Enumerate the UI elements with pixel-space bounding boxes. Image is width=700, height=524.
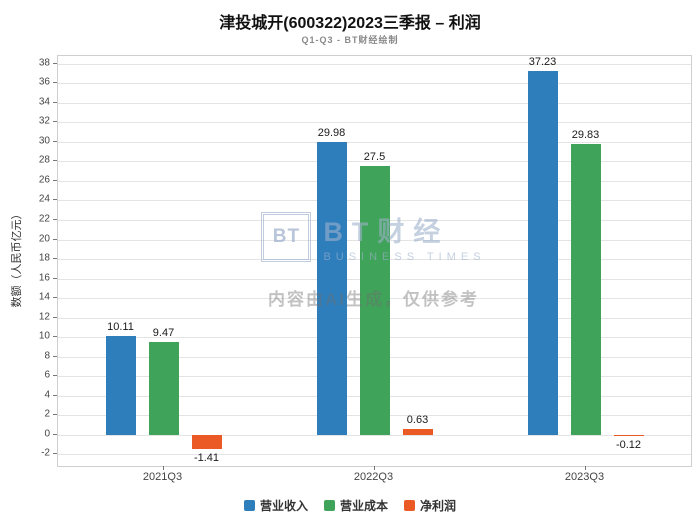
- legend-item-1: 营业成本: [323, 497, 388, 514]
- x-tick-label: 2023Q3: [564, 471, 605, 483]
- bar: [316, 142, 347, 435]
- y-tick-mark: [53, 433, 57, 435]
- y-tick-mark: [53, 199, 57, 201]
- y-tick-mark: [53, 277, 57, 279]
- y-tick-label: 28: [38, 154, 50, 166]
- y-tick-mark: [53, 62, 57, 64]
- y-tick-mark: [53, 238, 57, 240]
- y-tick-mark: [53, 258, 57, 260]
- gridline: [58, 83, 691, 85]
- y-tick-mark: [53, 219, 57, 220]
- legend-swatch: [404, 500, 415, 511]
- gridline: [58, 63, 691, 65]
- y-tick-label: 4: [44, 389, 50, 401]
- y-tick-label: 16: [38, 272, 50, 284]
- x-tick-label: 2021Q3: [142, 471, 183, 483]
- y-tick-mark: [53, 179, 57, 181]
- y-tick-label: 26: [38, 174, 50, 186]
- y-tick-mark: [53, 101, 57, 103]
- legend-label: 营业收入: [259, 499, 308, 513]
- y-tick-mark: [53, 453, 57, 455]
- value-label: 27.5: [363, 151, 386, 164]
- bar: [191, 434, 222, 449]
- y-tick-label: 30: [38, 135, 50, 147]
- y-tick-mark: [53, 414, 57, 416]
- value-label: 29.83: [571, 128, 600, 141]
- y-tick-mark: [53, 82, 57, 84]
- y-tick-label: 34: [38, 96, 50, 108]
- legend-swatch: [243, 500, 255, 511]
- bar: [570, 143, 601, 435]
- y-tick-mark: [53, 355, 57, 357]
- gridline: [58, 102, 691, 104]
- legend-label: 营业成本: [339, 499, 388, 513]
- bar: [613, 434, 644, 436]
- bar: [359, 166, 390, 435]
- y-tick-label: 22: [38, 213, 50, 225]
- value-label: 29.98: [317, 127, 346, 140]
- value-label: -1.41: [193, 451, 220, 464]
- legend-swatch: [323, 500, 335, 511]
- x-tick-mark: [162, 466, 164, 470]
- gridline: [58, 122, 691, 124]
- y-tick-label: 8: [44, 350, 50, 362]
- x-tick-mark: [584, 466, 586, 470]
- y-tick-label: 18: [38, 252, 50, 264]
- y-tick-mark: [53, 160, 57, 162]
- y-tick-mark: [53, 297, 57, 299]
- value-label: -0.12: [615, 438, 642, 451]
- legend: 营业收入 营业成本 净利润: [0, 497, 700, 514]
- gridline: [58, 434, 691, 436]
- y-tick-label: 12: [38, 311, 50, 323]
- value-label: 0.63: [406, 413, 429, 426]
- x-tick-mark: [373, 466, 375, 470]
- legend-item-0: 营业收入: [243, 497, 308, 514]
- legend-item-2: 净利润: [404, 497, 456, 514]
- y-tick-label: 38: [38, 57, 50, 69]
- y-tick-mark: [53, 140, 57, 142]
- y-tick-label: 0: [44, 428, 50, 440]
- bar: [148, 342, 179, 435]
- y-tick-mark: [53, 375, 57, 377]
- value-label: 9.47: [152, 327, 175, 340]
- plot-area: 10.11 9.47 -1.41 29.98 27.5 0.63 37.23 29.83 -0.…: [57, 55, 692, 467]
- y-tick-label: 14: [38, 291, 50, 303]
- gridline: [58, 141, 691, 143]
- bar: [105, 336, 136, 435]
- value-label: 37.23: [528, 56, 557, 69]
- x-tick-label: 2022Q3: [353, 471, 394, 483]
- bar: [527, 71, 558, 435]
- bar: [402, 428, 433, 435]
- y-tick-mark: [53, 316, 57, 318]
- chart-title: 津投城开(600322)2023三季报 – 利润: [219, 15, 481, 32]
- y-tick-mark: [53, 394, 57, 396]
- value-label: 10.11: [107, 321, 134, 334]
- y-tick-label: 6: [44, 369, 50, 381]
- legend-label: 净利润: [420, 499, 457, 513]
- y-tick-label: 36: [38, 76, 50, 88]
- y-tick-label: 32: [38, 115, 50, 127]
- y-tick-label: 20: [38, 233, 50, 245]
- y-tick-mark: [53, 336, 57, 338]
- y-tick-mark: [53, 121, 57, 123]
- gridline: [58, 161, 691, 163]
- chart-subtitle: Q1-Q3 - BT财经绘制: [301, 35, 399, 45]
- y-tick-label: 10: [38, 330, 50, 342]
- y-tick-label: -2: [41, 447, 50, 459]
- y-tick-label: 2: [44, 408, 50, 420]
- y-tick-label: 24: [38, 193, 50, 205]
- gridline: [58, 454, 691, 456]
